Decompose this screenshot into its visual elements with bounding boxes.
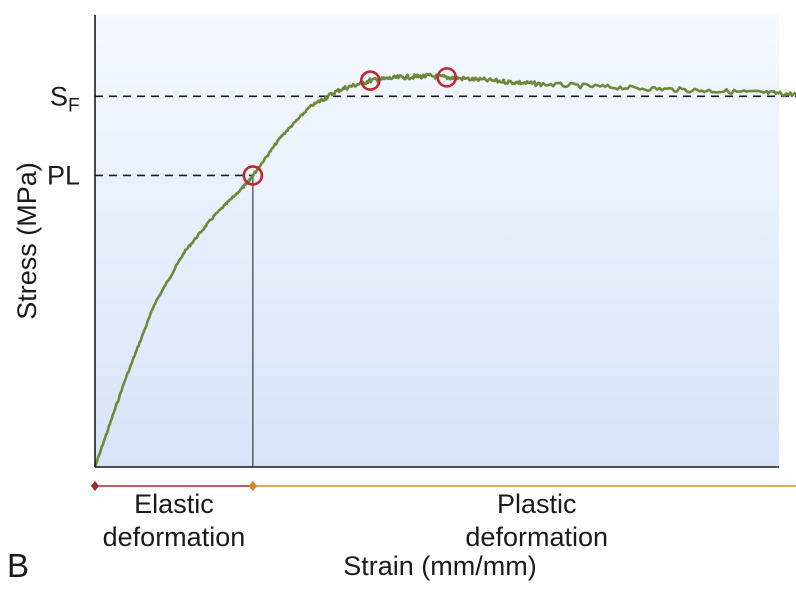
y-axis-title: Stress (MPa) [12, 162, 42, 320]
plot-area [95, 15, 779, 467]
region-start-diamond-2 [248, 481, 257, 491]
sf-label: SF [50, 81, 80, 116]
highlight-marker-3 [436, 67, 458, 88]
highlight-marker-2 [359, 70, 381, 91]
pl-label: PL [47, 160, 80, 190]
highlight-marker-1 [242, 165, 264, 186]
x-axis-title: Strain (mm/mm) [343, 551, 536, 581]
panel-label: B [7, 547, 29, 584]
sf-label-subscript: F [68, 95, 80, 116]
region-label-2-line1: Plastic [497, 489, 577, 519]
region-start-diamond-1 [91, 481, 99, 491]
region-label-1-line1: Elastic [134, 489, 214, 519]
sf-label-main: S [50, 81, 68, 111]
region-label-2-line2: deformation [465, 522, 608, 552]
region-label-1-line2: deformation [103, 522, 246, 552]
stress-strain-curve [93, 72, 796, 468]
